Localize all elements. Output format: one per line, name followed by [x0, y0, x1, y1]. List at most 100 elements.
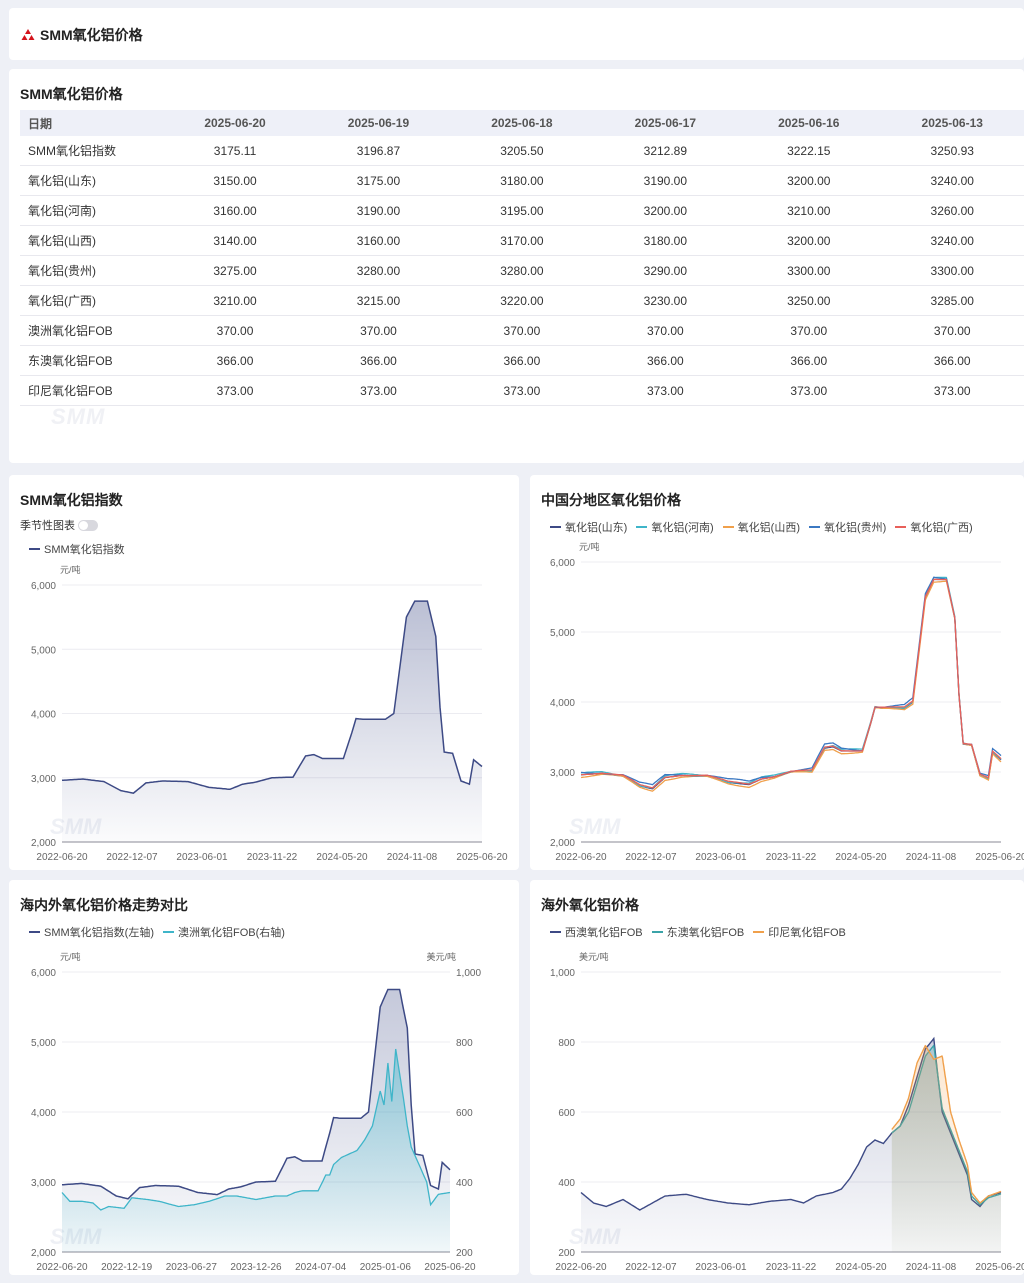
price-cell: 366.00	[306, 345, 451, 376]
price-cell: 366.00	[737, 345, 881, 376]
series-line	[581, 578, 1002, 789]
table-row: 氧化铝(山东) 3150.00 3175.00 3180.00 3190.00 3200.…	[20, 165, 1024, 196]
toggle-switch[interactable]	[78, 519, 98, 531]
x-tick-label: 2025-06-20	[456, 852, 508, 863]
x-tick-label: 2023-06-27	[166, 1262, 218, 1273]
price-cell: 3230.00	[593, 285, 738, 316]
price-cell: 3300.00	[737, 255, 881, 286]
column-header[interactable]: 2025-06-13	[880, 110, 1024, 136]
x-tick-label: 2025-06-20	[975, 1262, 1024, 1273]
price-cell: 370.00	[880, 315, 1024, 346]
y-tick-label: 2,000	[31, 838, 56, 849]
price-cell: 373.00	[737, 375, 881, 406]
series-line	[61, 600, 483, 795]
price-cell: 3150.00	[163, 165, 307, 196]
y-tick-label: 3,000	[550, 768, 575, 779]
price-cell: 370.00	[450, 315, 594, 346]
legend-item[interactable]: SMM氧化铝指数	[29, 541, 125, 557]
price-cell: 373.00	[306, 375, 451, 406]
chart-legend: SMM氧化铝指数	[29, 541, 125, 557]
price-cell: 370.00	[593, 315, 738, 346]
y-tick-label: 2,000	[550, 838, 575, 849]
x-tick-label: 2024-11-08	[387, 852, 438, 863]
chart-legend: SMM氧化铝指数(左轴) 澳洲氧化铝FOB(右轴)	[29, 924, 285, 940]
legend-item[interactable]: 氧化铝(山西)	[722, 519, 800, 535]
y-axis-unit: 元/吨	[60, 564, 81, 575]
x-tick-label: 2023-11-22	[766, 852, 817, 863]
column-header[interactable]: 2025-06-18	[450, 110, 594, 136]
y-tick-label: 1,000	[550, 968, 575, 979]
x-tick-label: 2024-11-08	[906, 852, 957, 863]
price-cell: 3140.00	[163, 225, 307, 256]
legend-item[interactable]: 氧化铝(贵州)	[808, 519, 886, 535]
legend-item[interactable]: 氧化铝(广西)	[895, 519, 973, 535]
price-cell: 3210.00	[163, 285, 307, 316]
legend-item[interactable]: 澳洲氧化铝FOB(右轴)	[163, 924, 285, 940]
seasonal-chart-label: 季节性图表	[20, 520, 75, 532]
y-tick-label: 600	[558, 1108, 575, 1119]
price-cell: 373.00	[450, 375, 594, 406]
row-label: 东澳氧化铝FOB	[20, 345, 164, 376]
row-label: SMM氧化铝指数	[20, 136, 164, 166]
row-label: 氧化铝(河南)	[20, 195, 164, 226]
watermark: SMM	[51, 404, 106, 429]
table-row: 氧化铝(广西) 3210.00 3215.00 3220.00 3230.00 3250.…	[20, 285, 1024, 316]
chart-title: SMM氧化铝指数	[20, 492, 123, 508]
column-header: 日期	[20, 110, 164, 136]
row-label: 氧化铝(山东)	[20, 165, 164, 196]
row-label: 氧化铝(贵州)	[20, 255, 164, 286]
legend-item[interactable]: 东澳氧化铝FOB	[651, 924, 744, 940]
x-tick-label: 2022-06-20	[555, 852, 607, 863]
legend-item[interactable]: 氧化铝(河南)	[636, 519, 714, 535]
x-tick-label: 2024-05-20	[835, 1262, 887, 1273]
index-chart: 2,000 3,000 4,000 5,000 6,000 元/吨 2022-06-20 20…	[31, 564, 508, 863]
series-line	[580, 576, 1002, 789]
x-tick-label: 2022-06-20	[36, 852, 88, 863]
x-tick-label: 2025-06-20	[975, 852, 1024, 863]
y-axis-unit: 美元/吨	[579, 951, 609, 962]
legend-item[interactable]: 西澳氧化铝FOB	[550, 924, 643, 940]
table-row: 印尼氧化铝FOB 373.00 373.00 373.00 373.00 373.00 37…	[20, 375, 1024, 406]
row-label: 澳洲氧化铝FOB	[20, 315, 164, 346]
y-tick-label: 800	[558, 1038, 575, 1049]
row-label: 氧化铝(山西)	[20, 225, 164, 256]
legend-item[interactable]: 印尼氧化铝FOB	[753, 924, 846, 940]
x-tick-label: 2025-06-20	[424, 1262, 476, 1273]
table-title: SMM氧化铝价格	[20, 86, 123, 102]
table-row: 氧化铝(河南) 3160.00 3190.00 3195.00 3200.00 3210.…	[20, 195, 1024, 226]
price-cell: 3250.00	[737, 285, 881, 316]
x-tick-label: 2024-05-20	[316, 852, 368, 863]
y-tick-label: 3,000	[31, 1178, 56, 1189]
price-cell: 3275.00	[163, 255, 307, 286]
x-tick-label: 2023-11-22	[766, 1262, 817, 1273]
x-tick-label: 2023-06-01	[695, 852, 747, 863]
column-header[interactable]: 2025-06-19	[306, 110, 451, 136]
price-cell: 3190.00	[593, 165, 738, 196]
x-tick-label: 2022-12-07	[106, 852, 158, 863]
legend-item[interactable]: 氧化铝(山东)	[550, 519, 627, 535]
series-area	[891, 1045, 1001, 1252]
series-area	[62, 1049, 450, 1252]
column-header[interactable]: 2025-06-16	[737, 110, 881, 136]
price-cell: 3240.00	[880, 165, 1024, 196]
legend-item[interactable]: SMM氧化铝指数(左轴)	[29, 924, 154, 940]
price-cell: 3290.00	[593, 255, 738, 286]
price-cell: 373.00	[593, 375, 738, 406]
column-header[interactable]: 2025-06-20	[163, 110, 307, 136]
brand: SMM氧化铝价格	[21, 25, 143, 45]
price-cell: 3240.00	[880, 225, 1024, 256]
y-right-tick-label: 600	[456, 1108, 473, 1119]
y-tick-label: 6,000	[31, 581, 56, 592]
seasonal-chart-toggle[interactable]: 季节性图表	[20, 517, 98, 533]
table-row: 氧化铝(山西) 3140.00 3160.00 3170.00 3180.00 3200.…	[20, 225, 1024, 256]
y-tick-label: 200	[558, 1248, 575, 1259]
price-cell: 3180.00	[593, 225, 738, 256]
y-tick-label: 5,000	[550, 628, 575, 639]
price-cell: 3212.89	[593, 136, 738, 166]
chart-legend: 西澳氧化铝FOB 东澳氧化铝FOB 印尼氧化铝FOB	[550, 924, 846, 940]
table-row: 澳洲氧化铝FOB 370.00 370.00 370.00 370.00 370.00 37…	[20, 315, 1024, 346]
price-table: 日期 2025-06-20 2025-06-19 2025-06-18 2025…	[20, 110, 1024, 406]
column-header[interactable]: 2025-06-17	[593, 110, 738, 136]
price-cell: 370.00	[737, 315, 881, 346]
price-cell: 3170.00	[450, 225, 594, 256]
